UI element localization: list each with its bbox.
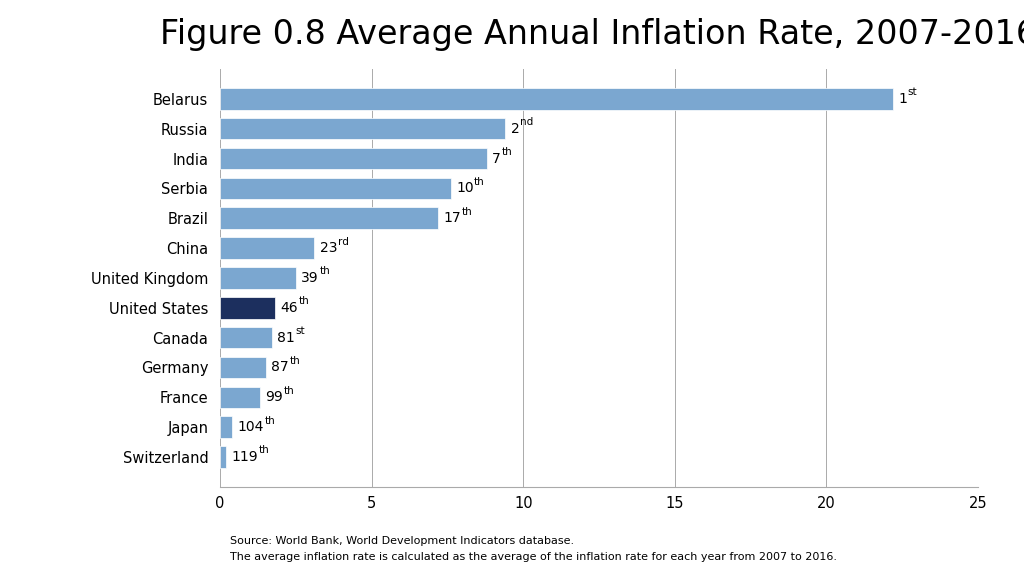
- Text: 23: 23: [319, 241, 337, 255]
- Text: 119: 119: [231, 450, 258, 464]
- Bar: [220, 267, 296, 289]
- Bar: [220, 416, 232, 438]
- Bar: [220, 177, 451, 199]
- Text: 104: 104: [238, 420, 264, 434]
- Text: 10: 10: [456, 181, 473, 195]
- Text: 39: 39: [301, 271, 319, 285]
- Text: th: th: [474, 177, 485, 187]
- Bar: [220, 297, 274, 319]
- Text: th: th: [259, 445, 269, 456]
- Text: 46: 46: [281, 301, 298, 314]
- Text: 2: 2: [511, 122, 519, 136]
- Text: 7: 7: [493, 151, 501, 165]
- Text: st: st: [295, 326, 305, 336]
- Bar: [220, 237, 314, 259]
- Bar: [220, 446, 226, 468]
- Text: th: th: [502, 147, 512, 157]
- Bar: [220, 207, 438, 229]
- Text: rd: rd: [338, 237, 348, 247]
- Text: nd: nd: [519, 117, 532, 127]
- Bar: [220, 148, 486, 169]
- Text: Source: World Bank, World Development Indicators database.: Source: World Bank, World Development In…: [230, 536, 574, 546]
- Text: 81: 81: [278, 331, 295, 344]
- Text: 1: 1: [898, 92, 907, 106]
- Text: 17: 17: [443, 211, 462, 225]
- Bar: [220, 386, 259, 408]
- Text: The average inflation rate is calculated as the average of the inflation rate fo: The average inflation rate is calculated…: [230, 552, 838, 562]
- Text: st: st: [907, 88, 918, 97]
- Text: 87: 87: [271, 361, 289, 374]
- Text: th: th: [298, 296, 309, 306]
- Text: th: th: [284, 386, 294, 396]
- Title: Figure 0.8 Average Annual Inflation Rate, 2007-2016: Figure 0.8 Average Annual Inflation Rate…: [161, 18, 1024, 51]
- Bar: [220, 357, 265, 378]
- Text: th: th: [462, 207, 473, 217]
- Bar: [220, 327, 271, 348]
- Text: 99: 99: [265, 391, 283, 404]
- Text: th: th: [319, 266, 331, 276]
- Bar: [220, 118, 505, 139]
- Text: th: th: [265, 415, 275, 426]
- Text: th: th: [289, 356, 300, 366]
- Bar: [220, 88, 893, 109]
